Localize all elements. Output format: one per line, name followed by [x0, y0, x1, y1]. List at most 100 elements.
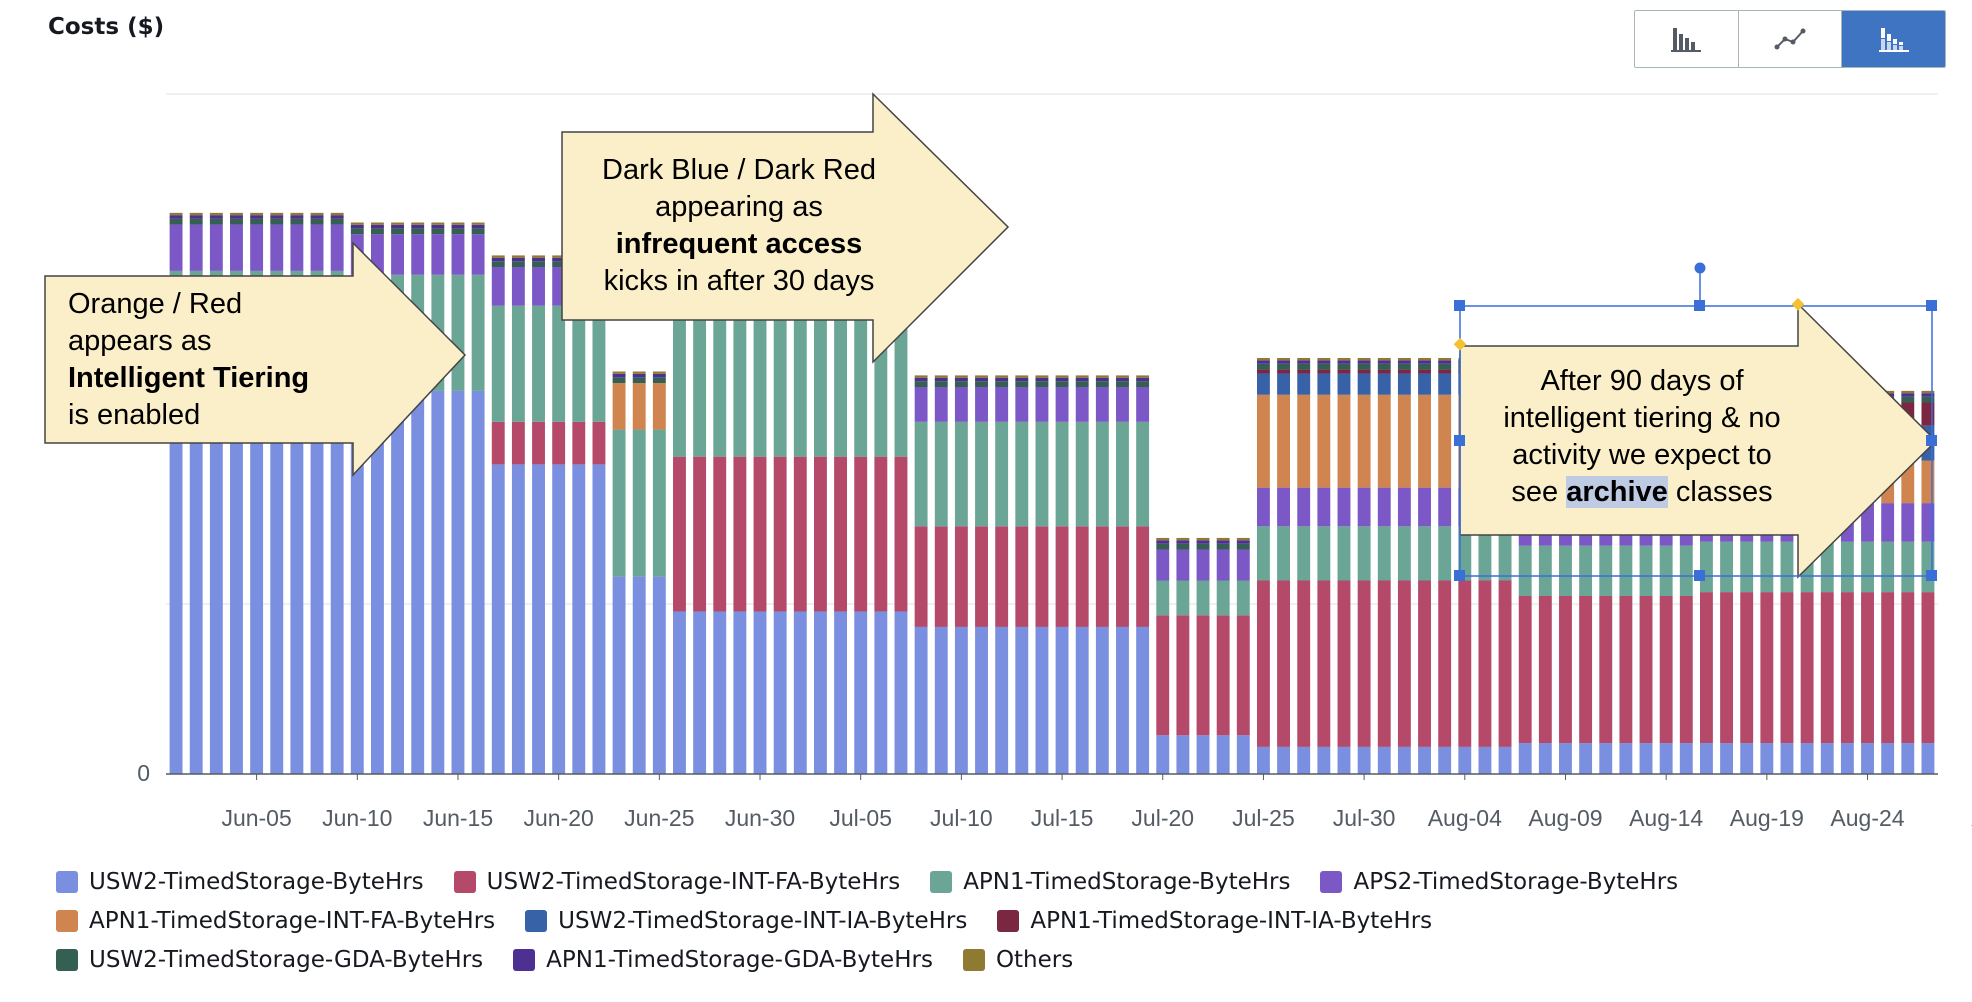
bar-segment [1418, 487, 1431, 527]
bar-segment [1921, 503, 1935, 542]
bar-segment [1277, 357, 1291, 361]
bar-segment [1196, 537, 1210, 541]
bar-segment [1377, 360, 1391, 364]
legend-label: APS2-TimedStorage-ByteHrs [1353, 868, 1679, 895]
bar-segment [1921, 393, 1935, 397]
bar-segment [894, 611, 908, 774]
bar-segment [511, 421, 525, 465]
bar-segment [854, 456, 868, 612]
bar-segment [1176, 549, 1190, 581]
x-tick-label: Aug-09 [1528, 805, 1602, 831]
bar-segment [1055, 375, 1069, 378]
bar-segment [1256, 746, 1270, 774]
bar-segment [1277, 580, 1291, 747]
bar-segment [673, 456, 686, 612]
bar-segment [753, 611, 767, 774]
bar-segment [1639, 743, 1653, 774]
bar-segment [189, 218, 203, 225]
bar-segment [1397, 360, 1411, 364]
bar-segment [1901, 592, 1915, 744]
legend-item[interactable]: Others [962, 947, 1073, 973]
bar-segment [290, 218, 304, 225]
bar-segment [1035, 377, 1049, 382]
line-view-button[interactable] [1738, 11, 1843, 67]
bar-segment [1216, 615, 1230, 736]
bar-segment [1438, 746, 1452, 774]
legend-swatch [56, 948, 78, 971]
bar-segment [270, 387, 284, 774]
bar-segment [451, 228, 465, 235]
bar-segment [1337, 580, 1351, 747]
legend-label: USW2-TimedStorage-GDA-ByteHrs [89, 946, 484, 973]
legend-item[interactable]: APN1-TimedStorage-ByteHrs [930, 869, 1290, 895]
bar-segment [1357, 369, 1371, 374]
bar-segment [693, 309, 707, 457]
bar-segment [1357, 363, 1371, 370]
bar-segment [1176, 580, 1190, 616]
bar-segment [1538, 595, 1552, 744]
bar-segment [1216, 537, 1230, 541]
bar-segment [1438, 394, 1452, 488]
legend-item[interactable]: APN1-TimedStorage-INT-FA-ByteHrs [56, 908, 495, 934]
bar-segment [391, 390, 405, 774]
bar-segment [1377, 526, 1391, 581]
bar-segment [1498, 526, 1512, 581]
bar-segment [1760, 592, 1774, 744]
bar-segment [370, 222, 384, 225]
bar-segment [1317, 373, 1331, 395]
bar-segment [1256, 357, 1270, 361]
bar-segment [1297, 373, 1311, 395]
bar-segment [1518, 545, 1532, 596]
bar-view-button[interactable] [1635, 11, 1739, 67]
bar-segment [1377, 357, 1391, 361]
bar-segment [310, 215, 324, 219]
bar-segment [1297, 369, 1311, 374]
bar-segment [1881, 503, 1895, 542]
stacked-bar-view-button[interactable] [1842, 11, 1945, 67]
bar-segment [1337, 487, 1351, 527]
archive-callout-text[interactable]: After 90 days of intelligent tiering & n… [1460, 363, 1824, 511]
bar-segment [552, 464, 566, 774]
bar-segment [230, 215, 243, 219]
bar-segment [1599, 595, 1613, 744]
bar-segment [733, 611, 747, 774]
legend-item[interactable]: USW2-TimedStorage-ByteHrs [56, 869, 424, 895]
callout-line: Orange / Red [68, 288, 243, 320]
bar-segment [1317, 746, 1331, 774]
legend-item[interactable]: APS2-TimedStorage-ByteHrs [1320, 869, 1678, 895]
chart-view-toggle[interactable] [1634, 10, 1946, 68]
bar-segment [1800, 743, 1814, 774]
bar-segment [1156, 735, 1170, 774]
legend-item[interactable]: USW2-TimedStorage-INT-IA-ByteHrs [525, 908, 967, 934]
bar-segment [1317, 369, 1331, 374]
bar-segment [1297, 357, 1311, 361]
bar-segment [471, 222, 485, 225]
bar-segment [1699, 541, 1713, 593]
archive-callout-arrow[interactable] [1459, 302, 1938, 579]
bar-segment [532, 305, 545, 422]
bar-segment [1075, 526, 1089, 627]
bar-segment [1095, 381, 1109, 387]
bar-segment [169, 215, 183, 219]
bar-segment [1055, 381, 1069, 387]
bar-segment [1861, 592, 1874, 744]
bar-segment [1015, 526, 1029, 627]
bar-segment [1136, 387, 1150, 422]
legend-swatch [997, 909, 1020, 932]
bar-segment [391, 224, 405, 229]
bar-segment [1357, 360, 1371, 364]
bar-segment [1236, 549, 1250, 581]
x-tick-label: Jun-30 [725, 805, 795, 831]
legend-item[interactable]: USW2-TimedStorage-INT-FA-ByteHrs [453, 869, 900, 895]
rotate-handle[interactable] [1694, 262, 1706, 274]
bar-segment [1055, 421, 1069, 527]
legend-item[interactable]: USW2-TimedStorage-GDA-ByteHrs [56, 947, 483, 973]
bar-segment [1881, 592, 1895, 744]
legend-item[interactable]: APN1-TimedStorage-INT-IA-ByteHrs [997, 908, 1432, 934]
bar-segment [1297, 526, 1311, 581]
legend-item[interactable]: APN1-TimedStorage-GDA-ByteHrs [513, 947, 933, 973]
bar-segment [350, 228, 364, 235]
bar-segment [1377, 580, 1391, 747]
bar-segment [1579, 743, 1593, 774]
bar-segment [834, 456, 848, 612]
